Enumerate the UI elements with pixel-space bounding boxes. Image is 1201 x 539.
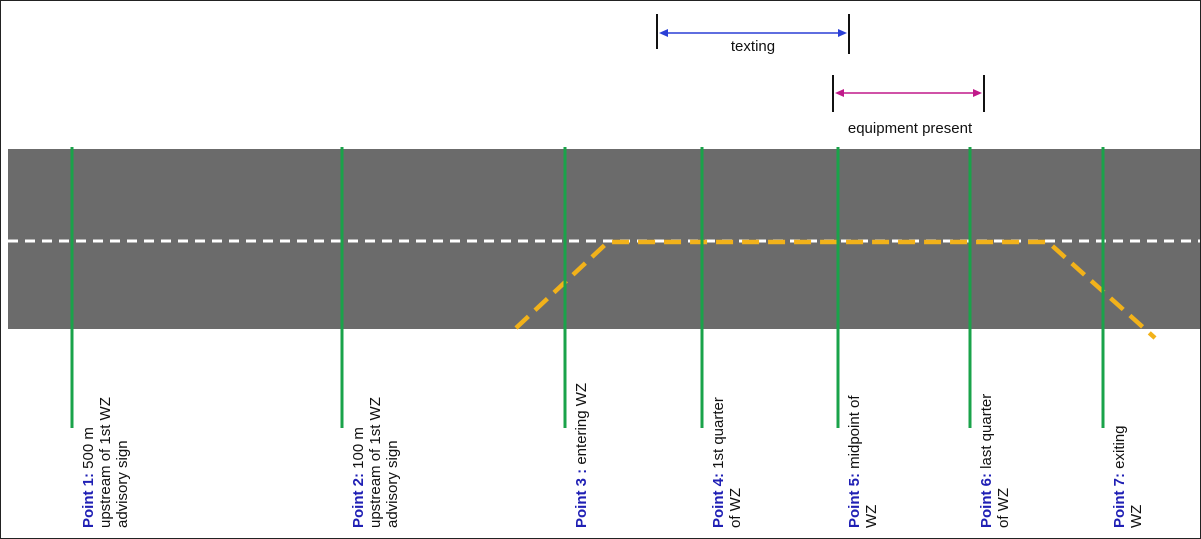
point-1-prefix: Point 1: (80, 473, 97, 528)
point-1-label: Point 1: 500 m upstream of 1st WZ advisory… (80, 397, 131, 528)
point-4-prefix: Point 4: (710, 473, 727, 528)
equipment-arrow-head-left (835, 89, 844, 97)
point-2-desc-first: 100 m (350, 427, 367, 473)
point-5-prefix: Point 5: (846, 473, 863, 528)
point-7-prefix: Point 7: (1111, 473, 1128, 528)
point-6-prefix: Point 6: (978, 473, 995, 528)
equipment-arrow-head-right (973, 89, 982, 97)
point-markers (70, 147, 1105, 428)
point-1-desc-first: 500 m (80, 427, 97, 473)
point-6-desc-line-2: of WZ (995, 488, 1012, 528)
point-5-desc-line-1: Point 5: midpoint of (846, 395, 863, 528)
point-6-desc-first: last quarter (978, 394, 995, 473)
texting-arrow-head-right (838, 29, 847, 37)
texting-label: texting (731, 38, 775, 55)
point-3-prefix: Point 3 : (573, 469, 590, 528)
point-5-desc-first: midpoint of (846, 395, 863, 473)
point-1-desc-line-2: upstream of 1st WZ (97, 397, 114, 528)
point-2-label: Point 2: 100 m upstream of 1st WZ advisory… (350, 397, 401, 528)
texting-arrow-head-left (659, 29, 668, 37)
point-3-desc-line-1: Point 3 : entering WZ (573, 383, 590, 528)
point-7-desc-line-2: WZ (1128, 505, 1145, 528)
point-2-desc-line-2: upstream of 1st WZ (367, 397, 384, 528)
texting-interval: texting (656, 14, 850, 55)
point-7-desc-first: exiting (1111, 425, 1128, 473)
point-labels: Point 1: 500 m upstream of 1st WZ advisory… (80, 383, 1145, 528)
road (8, 149, 1200, 329)
point-5-desc-line-2: WZ (863, 505, 880, 528)
point-7-desc-line-1: Point 7: exiting (1111, 425, 1128, 528)
point-4-desc-line-1: Point 4: 1st quarter (710, 397, 727, 528)
point-1-desc-line-3: advisory sign (114, 440, 131, 528)
point-1-desc-line-1: Point 1: 500 m (80, 427, 97, 528)
equipment-interval: equipment present (832, 75, 985, 137)
point-2-desc-line-3: advisory sign (384, 440, 401, 528)
equipment-label: equipment present (848, 120, 973, 137)
point-3-desc-first: entering WZ (573, 383, 590, 469)
point-6-desc-line-1: Point 6: last quarter (978, 394, 995, 528)
point-4-desc-line-2: of WZ (727, 488, 744, 528)
point-2-prefix: Point 2: (350, 473, 367, 528)
point-3-label: Point 3 : entering WZ (573, 383, 590, 528)
point-4-desc-first: 1st quarter (710, 397, 727, 473)
point-2-desc-line-1: Point 2: 100 m (350, 427, 367, 528)
